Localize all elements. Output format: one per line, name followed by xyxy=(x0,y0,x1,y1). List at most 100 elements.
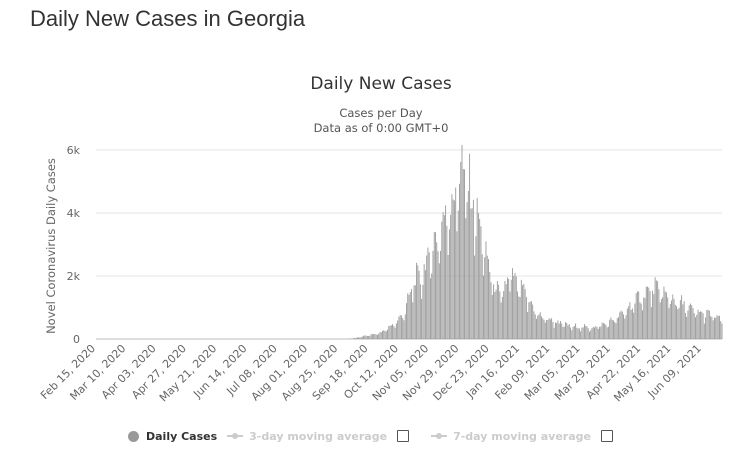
daily-cases-bar[interactable] xyxy=(426,255,428,339)
daily-cases-bar[interactable] xyxy=(470,208,472,339)
daily-cases-bar[interactable] xyxy=(471,208,473,339)
daily-cases-bar[interactable] xyxy=(640,303,642,339)
daily-cases-bar[interactable] xyxy=(635,293,637,339)
daily-cases-bar[interactable] xyxy=(572,326,574,339)
daily-cases-bar[interactable] xyxy=(582,327,584,339)
daily-cases-bar[interactable] xyxy=(626,308,628,339)
daily-cases-bar[interactable] xyxy=(562,326,564,339)
daily-cases-bar[interactable] xyxy=(368,335,370,339)
daily-cases-bar[interactable] xyxy=(465,218,467,339)
daily-cases-bar[interactable] xyxy=(370,334,372,339)
daily-cases-bar[interactable] xyxy=(503,291,505,339)
daily-cases-bar[interactable] xyxy=(414,285,416,339)
daily-cases-bar[interactable] xyxy=(529,301,531,339)
daily-cases-bar[interactable] xyxy=(631,308,633,339)
daily-cases-bar[interactable] xyxy=(693,313,695,339)
daily-cases-bar[interactable] xyxy=(669,303,671,339)
daily-cases-bar[interactable] xyxy=(483,275,484,339)
daily-cases-bar[interactable] xyxy=(382,331,383,339)
daily-cases-bar[interactable] xyxy=(427,247,429,339)
daily-cases-bar[interactable] xyxy=(450,214,452,339)
daily-cases-bar[interactable] xyxy=(717,315,719,339)
daily-cases-bar[interactable] xyxy=(528,302,530,339)
daily-cases-bar[interactable] xyxy=(538,314,540,339)
daily-cases-bar[interactable] xyxy=(720,321,722,339)
daily-cases-bar[interactable] xyxy=(518,296,520,340)
daily-cases-bar[interactable] xyxy=(466,202,468,339)
daily-cases-bar[interactable] xyxy=(438,263,440,339)
daily-cases-bar[interactable] xyxy=(602,323,604,339)
daily-cases-bar[interactable] xyxy=(568,324,570,339)
daily-cases-bar[interactable] xyxy=(604,323,606,339)
daily-cases-bar[interactable] xyxy=(621,311,623,339)
daily-cases-bar[interactable] xyxy=(702,313,704,339)
daily-cases-bar[interactable] xyxy=(494,292,496,339)
daily-cases-bar[interactable] xyxy=(683,301,685,339)
daily-cases-bar[interactable] xyxy=(406,303,407,339)
daily-cases-bar[interactable] xyxy=(660,299,662,339)
daily-cases-bar[interactable] xyxy=(524,289,526,339)
daily-cases-bar[interactable] xyxy=(378,333,380,339)
daily-cases-bar[interactable] xyxy=(689,303,691,339)
daily-cases-bar[interactable] xyxy=(697,309,699,339)
daily-cases-bar[interactable] xyxy=(423,264,425,339)
daily-cases-bar[interactable] xyxy=(662,297,664,339)
daily-cases-bar[interactable] xyxy=(457,210,459,339)
daily-cases-bar[interactable] xyxy=(658,289,660,339)
daily-cases-bar[interactable] xyxy=(419,284,421,339)
daily-cases-bar[interactable] xyxy=(650,307,652,339)
daily-cases-bar[interactable] xyxy=(543,319,545,339)
daily-cases-bar[interactable] xyxy=(519,296,521,339)
daily-cases-bar[interactable] xyxy=(448,229,450,339)
daily-cases-bar[interactable] xyxy=(356,337,358,339)
daily-cases-bar[interactable] xyxy=(435,232,436,339)
daily-cases-bar[interactable] xyxy=(480,226,482,339)
daily-cases-bar[interactable] xyxy=(713,317,715,339)
daily-cases-bar[interactable] xyxy=(515,276,517,339)
daily-cases-bar[interactable] xyxy=(430,278,431,339)
daily-cases-bar[interactable] xyxy=(525,296,527,339)
daily-cases-bar[interactable] xyxy=(418,270,420,339)
daily-cases-bar[interactable] xyxy=(638,291,640,339)
daily-cases-bar[interactable] xyxy=(376,334,378,339)
daily-cases-bar[interactable] xyxy=(477,212,479,339)
daily-cases-bar[interactable] xyxy=(536,318,537,339)
daily-cases-bar[interactable] xyxy=(577,328,579,339)
daily-cases-bar[interactable] xyxy=(657,281,659,339)
daily-cases-bar[interactable] xyxy=(371,334,373,339)
daily-cases-bar[interactable] xyxy=(363,335,365,339)
daily-cases-bar[interactable] xyxy=(402,318,404,339)
daily-cases-bar[interactable] xyxy=(706,310,708,339)
daily-cases-bar[interactable] xyxy=(467,191,469,339)
daily-cases-bar[interactable] xyxy=(553,327,555,339)
daily-cases-bar[interactable] xyxy=(609,319,611,339)
daily-cases-bar[interactable] xyxy=(433,231,435,339)
daily-cases-bar[interactable] xyxy=(411,288,412,339)
daily-cases-bar[interactable] xyxy=(413,285,415,339)
daily-cases-bar[interactable] xyxy=(428,252,430,339)
daily-cases-bar[interactable] xyxy=(472,199,474,339)
daily-cases-bar[interactable] xyxy=(452,199,454,339)
legend-item-7-day-average[interactable]: 7-day moving average xyxy=(431,430,591,443)
daily-cases-bar[interactable] xyxy=(501,296,503,339)
daily-cases-bar[interactable] xyxy=(384,331,386,339)
daily-cases-bar[interactable] xyxy=(708,310,710,339)
daily-cases-bar[interactable] xyxy=(369,335,371,339)
daily-cases-bar[interactable] xyxy=(510,279,512,339)
daily-cases-bar[interactable] xyxy=(407,293,409,339)
daily-cases-bar[interactable] xyxy=(643,297,645,339)
daily-cases-bar[interactable] xyxy=(408,294,410,339)
daily-cases-bar[interactable] xyxy=(613,320,614,339)
daily-cases-bar[interactable] xyxy=(409,292,411,339)
daily-cases-bar[interactable] xyxy=(388,326,390,339)
daily-cases-bar[interactable] xyxy=(703,323,705,339)
daily-cases-bar[interactable] xyxy=(554,322,556,339)
daily-cases-bar[interactable] xyxy=(556,323,558,339)
daily-cases-bar[interactable] xyxy=(395,323,397,339)
daily-cases-bar[interactable] xyxy=(490,282,492,339)
daily-cases-bar[interactable] xyxy=(618,317,619,339)
daily-cases-bar[interactable] xyxy=(512,268,513,339)
daily-cases-bar[interactable] xyxy=(530,301,532,339)
daily-cases-bar[interactable] xyxy=(666,292,667,339)
daily-cases-bar[interactable] xyxy=(393,325,395,339)
